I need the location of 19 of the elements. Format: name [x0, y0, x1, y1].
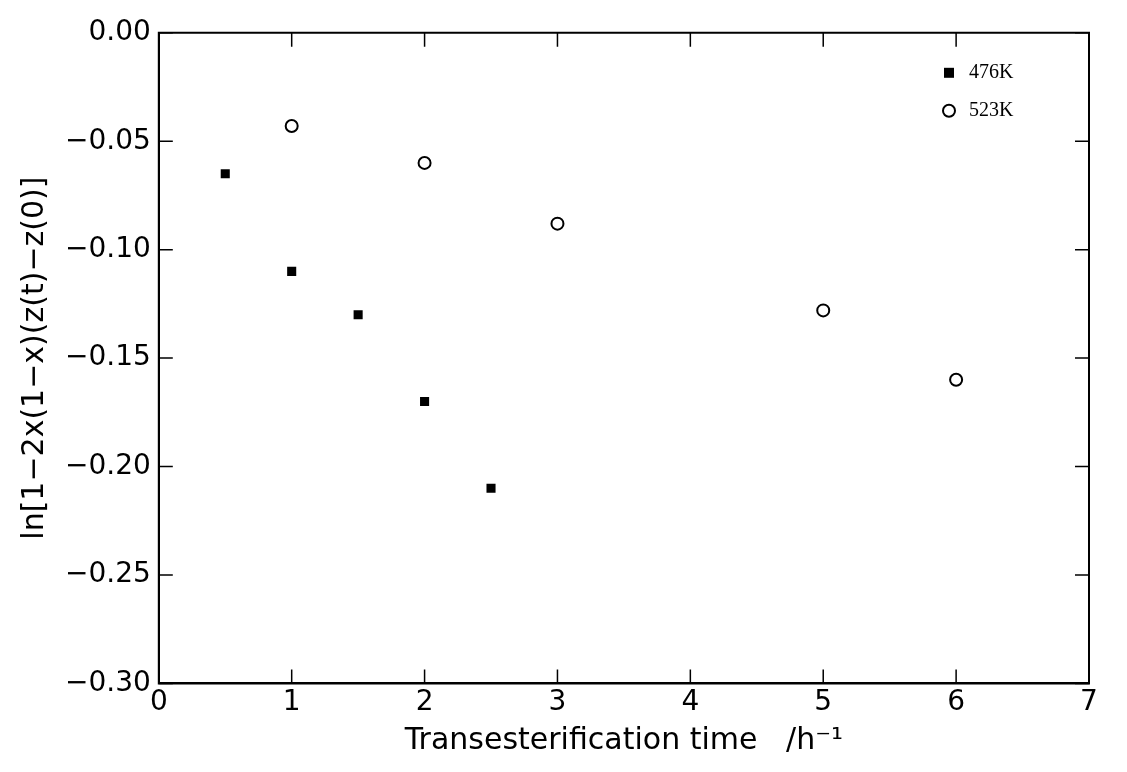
y-tick-label: −0.10 — [64, 230, 151, 264]
x-axis-title: Transesterification time /h⁻¹ — [403, 720, 844, 756]
y-tick-label: −0.05 — [64, 122, 151, 156]
x-tick-label: 2 — [415, 684, 434, 718]
x-tick-label: 4 — [681, 684, 700, 718]
y-tick-label: −0.15 — [64, 339, 151, 373]
y-tick-label: −0.30 — [64, 664, 151, 698]
x-tick-label: 7 — [1080, 684, 1098, 718]
y-tick-label: −0.20 — [64, 447, 151, 481]
legend-label: 523K — [969, 98, 1014, 121]
x-tick-label: 0 — [149, 684, 168, 718]
x-tick-label: 1 — [282, 684, 301, 718]
x-tick-label: 6 — [947, 684, 966, 718]
y-axis-title: ln[1−2x(1−x)(z(t)−z(0)] — [14, 176, 50, 540]
legend-label: 476K — [969, 60, 1014, 83]
y-tick-label: −0.25 — [64, 556, 151, 590]
y-tick-label: 0.00 — [88, 14, 151, 48]
x-tick-label: 5 — [814, 684, 833, 718]
x-tick-label: 3 — [548, 684, 567, 718]
